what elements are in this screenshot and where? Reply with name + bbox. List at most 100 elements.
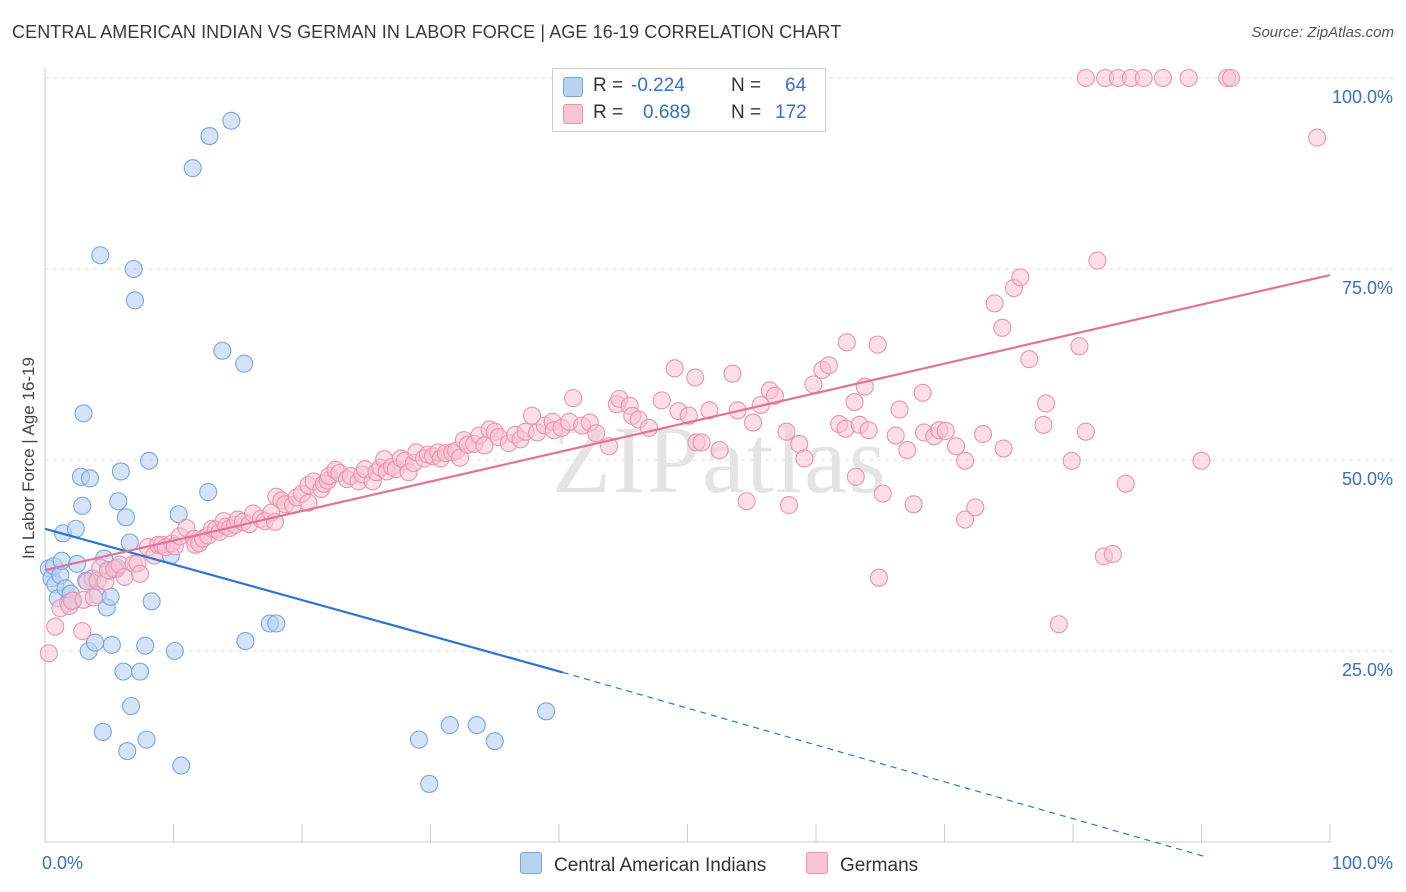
point-central-american-indians (199, 483, 218, 502)
point-germans (1103, 544, 1122, 564)
point-central-american-indians (109, 492, 128, 511)
point-germans (956, 510, 975, 529)
point-germans (723, 364, 742, 383)
point-germans (39, 644, 58, 663)
point-germans (679, 406, 698, 425)
point-central-american-indians (235, 354, 254, 373)
point-central-american-indians (118, 742, 137, 761)
point-central-american-indians (80, 469, 100, 488)
point-germans (869, 568, 889, 587)
trend-lines (44, 274, 1331, 858)
source-label: Source: ZipAtlas.com (1251, 24, 1394, 41)
series-germans (39, 68, 1327, 663)
point-central-american-indians (131, 662, 150, 681)
legend-box: R = -0.224 N = 64 R = 0.689 N = 172 (552, 68, 826, 132)
point-central-american-indians (116, 508, 136, 527)
y-tick-label: 25.0% (1342, 660, 1393, 680)
y-tick-label: 100.0% (1332, 87, 1393, 107)
point-germans (1076, 422, 1095, 441)
point-central-american-indians (236, 632, 255, 651)
point-germans (804, 375, 823, 394)
point-germans (973, 424, 993, 444)
point-germans (993, 318, 1012, 337)
bottom-legend-pink: Germans (806, 852, 918, 877)
point-germans (966, 498, 985, 517)
legend-n-value: 64 (785, 75, 807, 96)
point-central-american-indians (172, 756, 191, 775)
point-germans (819, 356, 838, 375)
point-germans (665, 359, 684, 378)
legend-r-value: 0.689 (643, 102, 691, 123)
point-central-american-indians (93, 722, 112, 742)
point-germans (1011, 268, 1030, 287)
point-germans (686, 368, 705, 387)
point-germans (1308, 128, 1327, 147)
point-germans (743, 413, 763, 432)
point-central-american-indians (467, 716, 486, 735)
point-germans (956, 451, 975, 470)
point-germans (1134, 68, 1153, 88)
point-germans (692, 433, 711, 452)
tick-labels: 25.0% 50.0% 75.0% 100.0% 0.0% 100.0% (42, 87, 1393, 873)
point-germans (886, 426, 905, 445)
point-central-american-indians (485, 732, 504, 751)
point-germans (131, 564, 150, 583)
trend-line-extension (562, 671, 1209, 858)
legend-swatch-blue (563, 77, 583, 97)
point-germans (1036, 394, 1056, 413)
point-central-american-indians (125, 291, 144, 310)
point-germans (985, 294, 1004, 313)
point-germans (913, 383, 932, 402)
point-germans (710, 441, 729, 460)
point-germans (904, 495, 923, 514)
point-central-american-indians (124, 259, 143, 279)
point-germans (898, 441, 917, 460)
point-germans (846, 467, 865, 486)
point-germans (859, 421, 878, 440)
point-central-american-indians (183, 159, 202, 178)
legend-r-label: R = (593, 75, 624, 96)
legend-n-label: N = (731, 102, 762, 123)
point-germans (1192, 451, 1211, 470)
point-central-american-indians (74, 404, 93, 423)
bottom-legend-blue: Central American Indians (520, 852, 766, 877)
axes (44, 68, 1331, 843)
point-central-american-indians (169, 505, 188, 524)
point-germans (1034, 415, 1053, 434)
point-germans (936, 421, 955, 441)
point-germans (890, 400, 909, 419)
point-germans (1179, 68, 1198, 88)
point-germans (522, 406, 542, 425)
point-germans (1116, 474, 1135, 493)
point-germans (1222, 68, 1241, 88)
point-germans (1020, 350, 1039, 369)
point-central-american-indians (267, 614, 286, 633)
point-central-american-indians (111, 462, 130, 481)
point-germans (1062, 451, 1081, 470)
point-central-american-indians (420, 774, 439, 793)
point-germans (475, 436, 494, 455)
bottom-legend-label: Germans (840, 855, 919, 876)
point-germans (299, 493, 318, 512)
point-germans (46, 617, 65, 636)
point-central-american-indians (91, 246, 110, 265)
point-germans (1049, 615, 1068, 634)
x-tick-label: 100.0% (1332, 853, 1393, 873)
point-central-american-indians (102, 635, 121, 654)
point-germans (779, 496, 799, 515)
bottom-legend-swatch-blue (520, 852, 542, 874)
point-central-american-indians (440, 716, 459, 735)
trend-line-germans (44, 274, 1331, 572)
point-central-american-indians (165, 641, 184, 661)
point-central-american-indians (101, 587, 120, 606)
point-central-american-indians (140, 451, 159, 470)
y-tick-label: 75.0% (1342, 278, 1393, 298)
bottom-legend-label: Central American Indians (554, 855, 767, 876)
chart-title: CENTRAL AMERICAN INDIAN VS GERMAN IN LAB… (12, 22, 842, 42)
point-central-american-indians (222, 111, 241, 130)
point-germans (777, 422, 796, 441)
point-central-american-indians (142, 592, 161, 611)
point-germans (564, 389, 583, 408)
point-germans (947, 437, 966, 456)
point-germans (845, 392, 864, 411)
